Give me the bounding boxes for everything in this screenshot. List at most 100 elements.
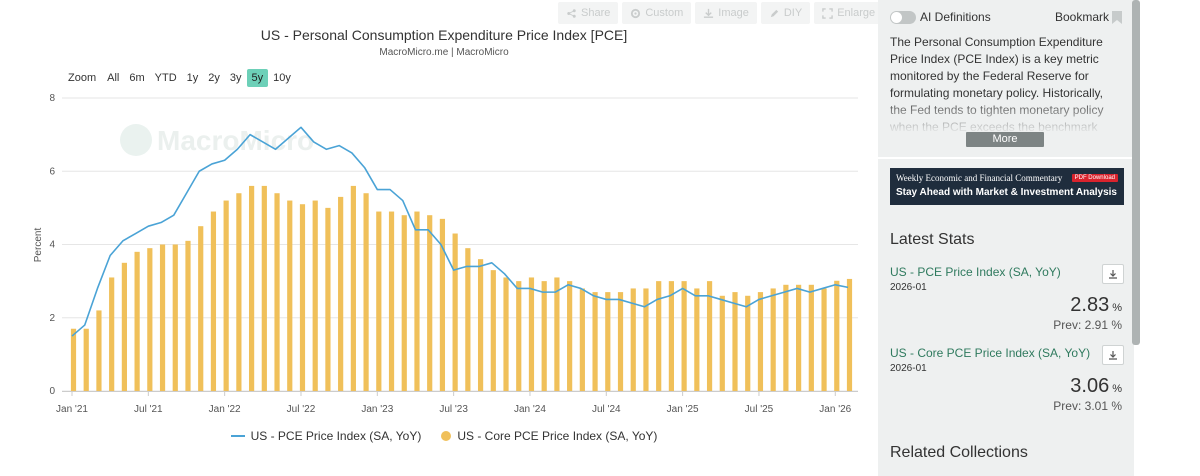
core-pce-bar[interactable] [757,292,764,391]
core-pce-bar[interactable] [401,215,407,391]
stat-core-pce-name[interactable]: US - Core PCE Price Index (SA, YoY) [890,346,1091,360]
core-pce-bar[interactable] [592,292,598,391]
core-pce-bar[interactable] [579,288,585,391]
core-pce-bar[interactable] [248,185,255,391]
core-pce-bar[interactable] [770,288,776,391]
core-pce-bar[interactable] [109,277,115,391]
diy-button[interactable]: DIY [760,2,811,24]
core-pce-bar[interactable] [745,295,751,391]
core-pce-bar[interactable] [541,281,547,391]
chart-subtitle: MacroMicro.me | MacroMicro [379,47,509,58]
core-pce-bar[interactable] [732,292,738,391]
core-pce-bar[interactable] [287,200,293,391]
custom-button[interactable]: Custom [622,2,692,24]
core-pce-bar[interactable] [643,288,649,391]
core-pce-bar[interactable] [350,185,356,391]
core-pce-bar[interactable] [210,211,217,391]
core-pce-bar[interactable] [554,277,560,391]
download-icon [1109,351,1117,360]
range-all-button[interactable]: All [107,72,120,84]
core-pce-bar[interactable] [236,193,242,391]
core-pce-bar[interactable] [134,251,140,391]
core-pce-bar[interactable] [427,215,433,391]
core-pce-bar[interactable] [70,328,77,391]
core-pce-bar[interactable] [299,204,306,391]
banner-title: Weekly Economic and Financial Commentary [896,173,1063,183]
core-pce-bar[interactable] [147,248,153,391]
core-pce-bar[interactable] [706,281,713,391]
y-tick-label: 0 [49,386,55,397]
diy-label: DIY [783,7,803,19]
legend-item-pce[interactable]: US - PCE Price Index (SA, YoY) [230,429,421,443]
core-pce-bar[interactable] [198,226,204,391]
pce-line[interactable] [71,126,849,337]
core-pce-bar[interactable] [605,292,611,391]
ai-definitions-toggle[interactable] [890,10,916,24]
share-button[interactable]: Share [558,2,619,24]
core-pce-bar[interactable] [808,284,814,391]
core-pce-bar[interactable] [528,277,535,391]
core-pce-bar[interactable] [783,284,789,391]
core-pce-bar[interactable] [325,207,331,391]
range-10y-button[interactable]: 10y [273,72,291,84]
bookmark-button[interactable]: Bookmark [1055,10,1122,24]
core-pce-bar[interactable] [414,211,420,391]
range-3y-button[interactable]: 3y [229,72,242,84]
core-pce-bar[interactable] [452,233,458,391]
watermark: MacroMicro [120,124,314,156]
core-pce-bar[interactable] [121,262,127,391]
core-pce-bar[interactable] [312,200,318,391]
core-pce-bar[interactable] [656,281,662,391]
core-pce-bar[interactable] [261,185,267,391]
core-pce-bar[interactable] [719,295,725,391]
chart-toolbar: Share Custom Image DIY Enlarge [558,2,884,24]
share-icon [567,8,576,18]
core-pce-bar[interactable] [465,248,471,391]
download-icon [704,8,714,18]
core-pce-bar[interactable] [274,193,280,391]
commentary-banner[interactable]: Weekly Economic and Financial Commentary… [890,168,1124,205]
core-pce-bar[interactable] [490,270,496,391]
core-pce-bar[interactable] [439,218,446,391]
core-pce-bar[interactable] [617,292,624,391]
core-pce-bar[interactable] [172,244,178,392]
pdf-download-badge: PDF Download [1071,174,1118,182]
core-pce-bar[interactable] [694,288,700,391]
stat-pce-download-button[interactable] [1102,264,1124,284]
core-pce-bar[interactable] [630,288,636,391]
range-ytd-button[interactable]: YTD [154,72,177,84]
core-pce-bar[interactable] [363,193,369,391]
range-selector: Zoom All 6m YTD 1y 2y 3y 5y 10y [68,69,296,87]
sidebar-divider [878,157,1134,159]
stat-pce-name[interactable]: US - PCE Price Index (SA, YoY) [890,265,1061,279]
chart-area: MacroMicro 0 2 4 6 8 Percent Jan '21 Jul '21 Jan… [33,93,858,415]
core-pce-bar[interactable] [388,211,395,391]
core-pce-bar[interactable] [821,288,827,391]
core-pce-bar[interactable] [567,281,573,391]
core-pce-bar[interactable] [846,278,853,391]
core-pce-bar[interactable] [185,240,191,391]
core-pce-bar[interactable] [796,284,802,391]
range-5y-button[interactable]: 5y [246,69,269,87]
core-pce-bar[interactable] [96,310,102,391]
core-pce-bar[interactable] [668,281,675,391]
core-pce-bar[interactable] [516,281,522,391]
core-pce-bar[interactable] [223,200,229,391]
core-pce-bar[interactable] [159,244,166,392]
enlarge-button[interactable]: Enlarge [814,2,884,24]
range-2y-button[interactable]: 2y [208,72,220,84]
core-pce-bar[interactable] [834,280,840,391]
stat-core-pce-download-button[interactable] [1102,345,1124,365]
more-button[interactable]: More [966,132,1044,147]
core-pce-bar[interactable] [503,277,509,391]
range-1y-button[interactable]: 1y [186,72,199,84]
range-6m-button[interactable]: 6m [129,72,145,84]
legend-item-core-pce[interactable]: US - Core PCE Price Index (SA, YoY) [441,429,657,443]
core-pce-bar[interactable] [376,211,382,391]
core-pce-bar[interactable] [681,281,687,391]
core-pce-bar[interactable] [83,328,89,391]
image-button[interactable]: Image [695,2,757,24]
scrollbar-thumb[interactable] [1132,0,1140,345]
core-pce-bar[interactable] [477,259,484,391]
core-pce-bar[interactable] [338,196,344,391]
